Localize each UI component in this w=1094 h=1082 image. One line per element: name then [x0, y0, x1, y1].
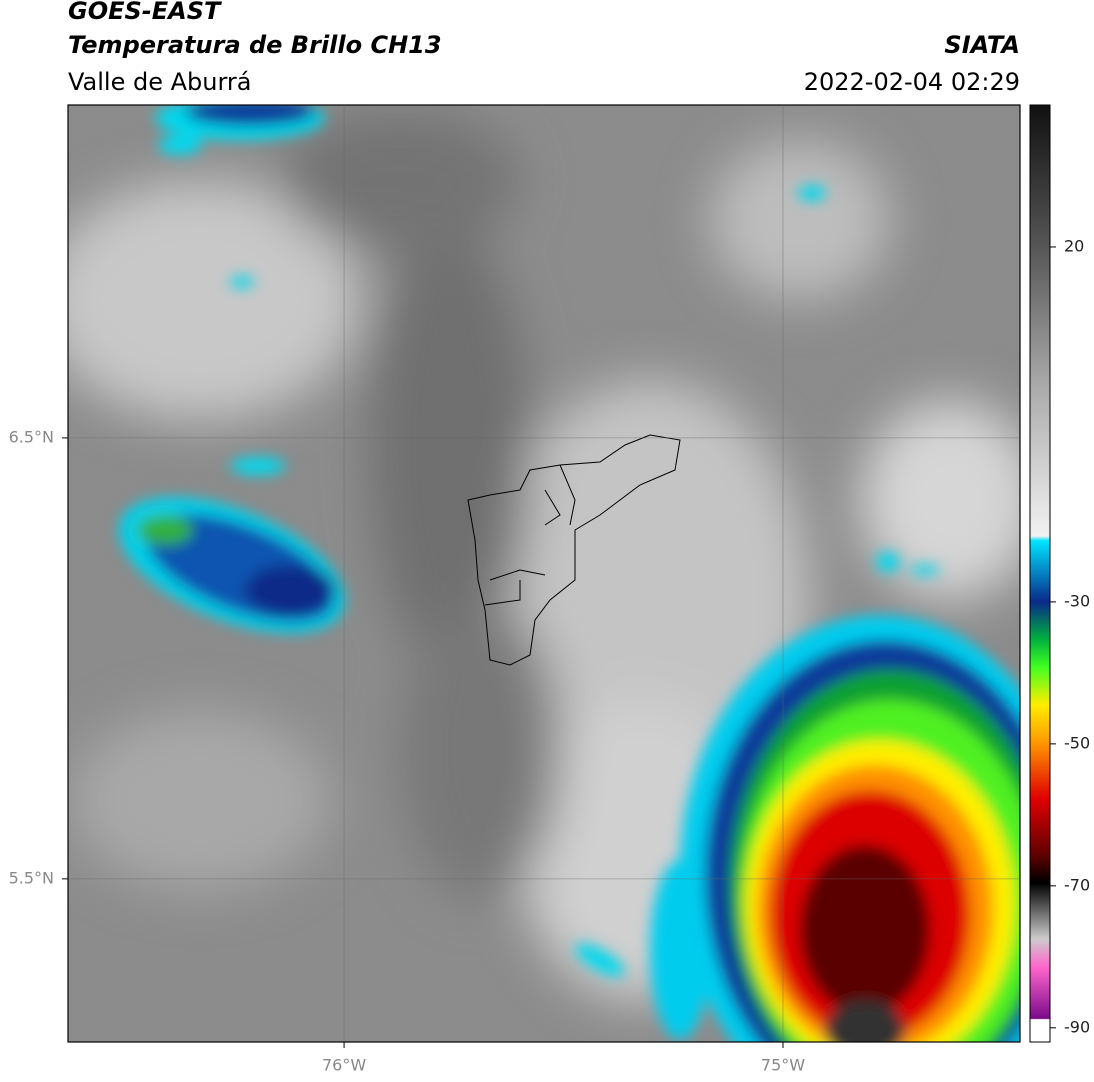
- y-tick-label: 5.5°N: [9, 868, 54, 887]
- y-tick-label: 6.5°N: [9, 427, 54, 446]
- colorbar-tick-label: -90: [1064, 1017, 1090, 1036]
- map-frame: [67, 104, 1021, 1043]
- title: GOES-EAST: [68, 0, 222, 25]
- x-tick-label: 75°W: [761, 1056, 805, 1075]
- colorbar-tick-label: -30: [1064, 591, 1090, 610]
- region: Valle de Aburrá: [68, 68, 252, 96]
- colorbar-tick-label: -50: [1064, 733, 1090, 752]
- satellite-image: [68, 105, 1020, 1042]
- source: SIATA: [944, 31, 1020, 59]
- colorbar-tick-label: -70: [1064, 875, 1090, 894]
- colorbar: [1029, 104, 1051, 1043]
- municipality-outline: [467, 434, 681, 666]
- datetime: 2022-02-04 02:29: [804, 68, 1020, 96]
- colorbar-tick-label: 20: [1064, 236, 1084, 255]
- x-tick-label: 76°W: [322, 1056, 366, 1075]
- subtitle: Temperatura de Brillo CH13: [68, 31, 442, 59]
